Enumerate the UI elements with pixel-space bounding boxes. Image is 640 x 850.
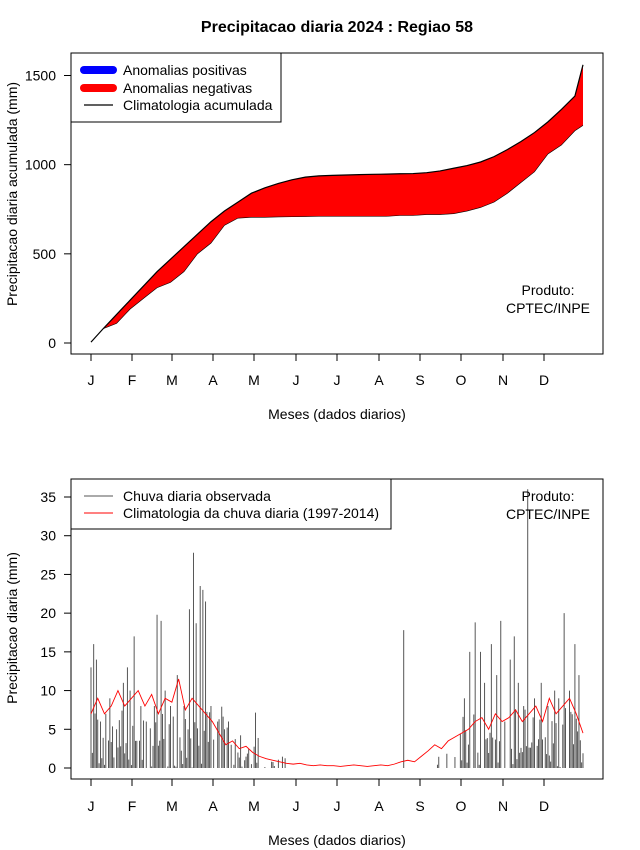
daily-x-tick-label: A [208, 798, 218, 814]
daily-y-tick-label: 10 [40, 683, 56, 699]
daily-climatology-line [90, 678, 584, 767]
daily-y-axis: 0 5 10 15 20 25 30 35 [40, 489, 71, 776]
daily-y-tick-label: 15 [40, 644, 56, 660]
cumulative-x-tick-label: O [456, 372, 467, 388]
cumulative-x-tick-label: N [498, 372, 508, 388]
daily-x-tick-label: D [539, 798, 549, 814]
daily-x-tick-label: A [374, 798, 384, 814]
daily-x-tick-label: J [88, 798, 95, 814]
daily-observed-rain [90, 489, 584, 768]
cumulative-lines [90, 64, 584, 343]
product-source-2: CPTEC/INPE [506, 506, 590, 522]
climatology-cumulative-line [90, 64, 584, 343]
daily-y-tick-label: 0 [48, 760, 56, 776]
cumulative-x-tick-label: M [248, 372, 260, 388]
daily-y-tick-label: 20 [40, 605, 56, 621]
cumulative-y-axis-label: Precipitacao diaria acumulada (mm) [4, 82, 20, 306]
daily-x-tick-label: J [293, 798, 300, 814]
daily-y-tick-label: 25 [40, 566, 56, 582]
cumulative-x-tick-label: A [208, 372, 218, 388]
negative-anomaly-fill [91, 64, 583, 343]
daily-legend: Chuva diaria observada Climatologia da c… [70, 478, 392, 530]
daily-y-tick-label: 30 [40, 528, 56, 544]
cumulative-y-tick-label: 1000 [25, 157, 56, 173]
cumulative-x-tick-label: F [128, 372, 137, 388]
cumulative-x-tick-label: J [88, 372, 95, 388]
legend-label-climatology: Climatologia acumulada [123, 97, 273, 113]
cumulative-x-tick-label: A [374, 372, 384, 388]
cumulative-x-axis-label: Meses (dados diarios) [268, 406, 406, 422]
legend-label-negative: Anomalias negativas [123, 80, 252, 96]
legend-label-daily-climatology: Climatologia da chuva diaria (1997-2014) [123, 505, 379, 521]
daily-x-tick-label: N [498, 798, 508, 814]
daily-x-tick-label: M [166, 798, 178, 814]
cumulative-x-tick-label: D [539, 372, 549, 388]
daily-y-axis-label: Precipitacao diaria (mm) [4, 552, 20, 704]
cumulative-y-tick-label: 1500 [25, 68, 56, 84]
cumulative-y-axis: 0 500 1000 1500 [25, 68, 71, 351]
product-source: CPTEC/INPE [506, 300, 590, 316]
observed-cumulative-line [90, 125, 584, 343]
daily-y-tick-label: 5 [48, 721, 56, 737]
daily-legend-box [70, 478, 392, 530]
cumulative-x-tick-label: S [415, 372, 424, 388]
daily-x-tick-label: O [456, 798, 467, 814]
daily-x-axis-label: Meses (dados diarios) [268, 832, 406, 848]
daily-y-tick-label: 35 [40, 489, 56, 505]
cumulative-x-tick-label: J [293, 372, 300, 388]
daily-x-tick-label: S [415, 798, 424, 814]
cumulative-legend: Anomalias positivas Anomalias negativas … [70, 52, 282, 123]
cumulative-x-tick-label: M [166, 372, 178, 388]
cumulative-y-tick-label: 500 [33, 246, 57, 262]
cumulative-y-tick-label: 0 [48, 335, 56, 351]
cumulative-anomaly-area [91, 64, 583, 343]
legend-label-positive: Anomalias positivas [123, 62, 247, 78]
daily-x-tick-label: M [248, 798, 260, 814]
product-label-2: Produto: [522, 488, 575, 504]
daily-x-tick-label: J [334, 798, 341, 814]
chart-title: Precipitacao diaria 2024 : Regiao 58 [201, 19, 473, 36]
product-label: Produto: [522, 282, 575, 298]
legend-label-observed: Chuva diaria observada [123, 488, 271, 504]
cumulative-x-tick-label: J [334, 372, 341, 388]
daily-x-tick-label: F [128, 798, 137, 814]
